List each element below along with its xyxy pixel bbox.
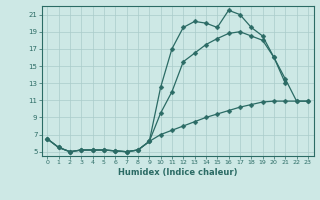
X-axis label: Humidex (Indice chaleur): Humidex (Indice chaleur) <box>118 168 237 177</box>
